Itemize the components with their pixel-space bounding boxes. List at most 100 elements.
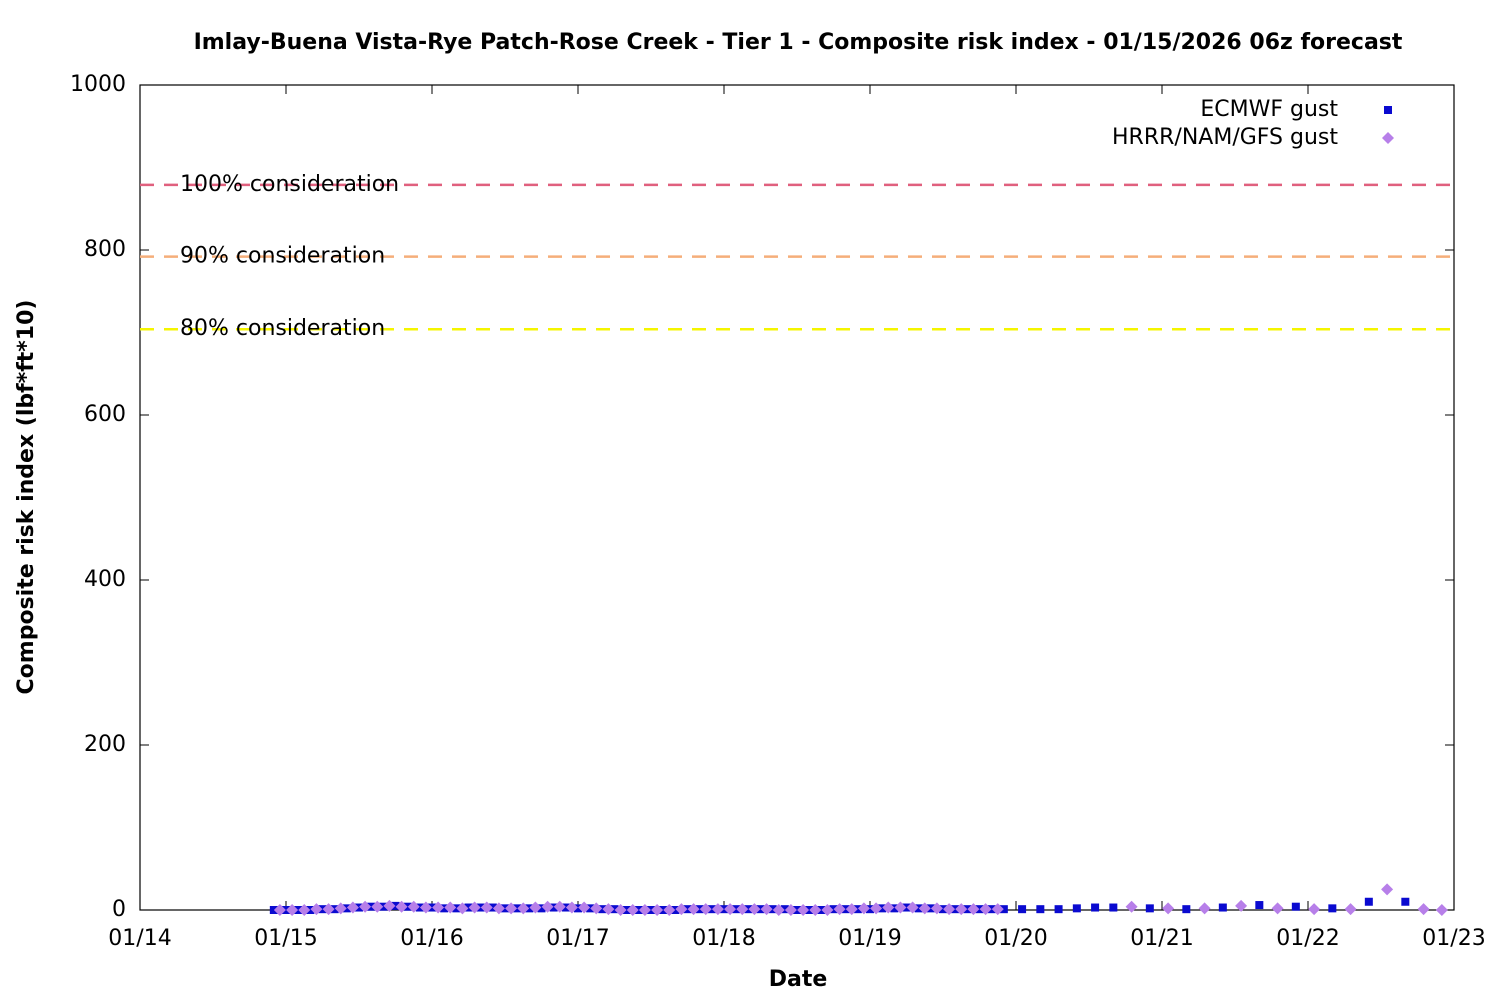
- data-point: [1328, 904, 1337, 913]
- data-point: [1125, 900, 1138, 913]
- x-axis-label: Date: [769, 967, 828, 992]
- data-point: [638, 904, 651, 916]
- reference-label: 100% consideration: [180, 172, 399, 197]
- data-point: [379, 902, 388, 911]
- data-point: [371, 900, 384, 913]
- y-tick-label: 0: [112, 897, 126, 922]
- data-point: [586, 904, 595, 913]
- data-point: [926, 904, 935, 913]
- data-point: [464, 903, 473, 912]
- data-point: [951, 905, 960, 914]
- data-point: [1308, 903, 1321, 916]
- x-tick-label: 01/14: [108, 926, 171, 951]
- data-point: [1145, 904, 1154, 913]
- data-point: [1235, 899, 1248, 912]
- data-point: [590, 902, 603, 915]
- x-tick-label: 01/16: [400, 926, 463, 951]
- data-point: [987, 905, 996, 914]
- data-point: [359, 900, 372, 913]
- data-point: [1218, 903, 1227, 912]
- y-tick-label: 1000: [70, 72, 126, 97]
- data-point: [529, 901, 542, 914]
- data-point: [476, 903, 485, 912]
- data-point: [756, 905, 765, 914]
- data-point: [894, 901, 907, 914]
- data-point: [273, 904, 286, 916]
- data-point: [383, 899, 396, 912]
- data-point: [663, 904, 676, 916]
- data-point: [355, 903, 363, 912]
- data-point: [890, 904, 899, 913]
- data-point: [286, 904, 299, 916]
- data-point: [979, 903, 992, 916]
- data-point: [1255, 901, 1264, 910]
- data-point: [415, 903, 424, 912]
- data-point: [1381, 883, 1394, 896]
- data-point: [784, 904, 797, 916]
- data-point: [553, 900, 566, 913]
- data-point: [452, 904, 461, 913]
- data-point: [1435, 904, 1448, 916]
- legend-label: ECMWF gust: [1200, 97, 1338, 122]
- data-point: [732, 905, 741, 914]
- data-point: [817, 906, 826, 914]
- data-point: [395, 900, 408, 913]
- y-tick-label: 800: [84, 237, 126, 262]
- data-point: [699, 903, 712, 916]
- y-tick-label: 600: [84, 402, 126, 427]
- data-point: [1054, 905, 1063, 914]
- data-point: [432, 901, 445, 914]
- data-point: [675, 903, 688, 916]
- data-point: [687, 903, 700, 916]
- data-point: [1091, 903, 1100, 912]
- x-tick-label: 01/18: [692, 926, 755, 951]
- data-point: [468, 901, 481, 914]
- data-point: [768, 905, 777, 914]
- data-point: [744, 905, 753, 914]
- data-point: [419, 901, 432, 914]
- data-point: [1018, 905, 1027, 914]
- data-point: [298, 904, 311, 916]
- data-point: [1291, 902, 1300, 911]
- data-point: [1401, 897, 1410, 906]
- data-point: [918, 902, 931, 915]
- data-point: [282, 906, 290, 914]
- data-point: [598, 905, 607, 914]
- data-point: [943, 903, 956, 916]
- data-point: [841, 905, 850, 914]
- data-point: [760, 903, 773, 916]
- data-point: [720, 905, 728, 914]
- data-point: [294, 906, 303, 914]
- data-point: [342, 904, 351, 913]
- y-tick-label: 200: [84, 732, 126, 757]
- data-point: [793, 906, 801, 914]
- y-axis-label: Composite risk index (lbf*ft*10): [14, 300, 39, 695]
- data-point: [736, 903, 749, 916]
- data-point: [602, 903, 615, 916]
- reference-label: 90% consideration: [180, 244, 385, 269]
- data-point: [707, 905, 716, 914]
- data-point: [1109, 903, 1118, 912]
- data-point: [659, 906, 668, 914]
- chart-title: Imlay-Buena Vista-Rye Patch-Rose Creek -…: [194, 30, 1403, 55]
- data-point: [541, 900, 554, 913]
- x-tick-label: 01/19: [838, 926, 901, 951]
- x-tick-label: 01/22: [1276, 926, 1339, 951]
- data-point: [444, 901, 457, 914]
- data-point: [367, 902, 376, 911]
- data-point: [610, 905, 619, 914]
- legend-marker: [1382, 132, 1394, 144]
- x-tick-label: 01/20: [984, 926, 1047, 951]
- data-point: [537, 904, 546, 913]
- data-point: [882, 901, 895, 914]
- data-point: [797, 904, 810, 916]
- data-point: [561, 903, 570, 912]
- data-point: [821, 904, 834, 916]
- data-point: [853, 905, 862, 914]
- data-point: [1036, 905, 1045, 914]
- data-point: [525, 904, 534, 913]
- data-point: [963, 905, 972, 914]
- x-tick-label: 01/21: [1130, 926, 1193, 951]
- data-point: [622, 906, 631, 914]
